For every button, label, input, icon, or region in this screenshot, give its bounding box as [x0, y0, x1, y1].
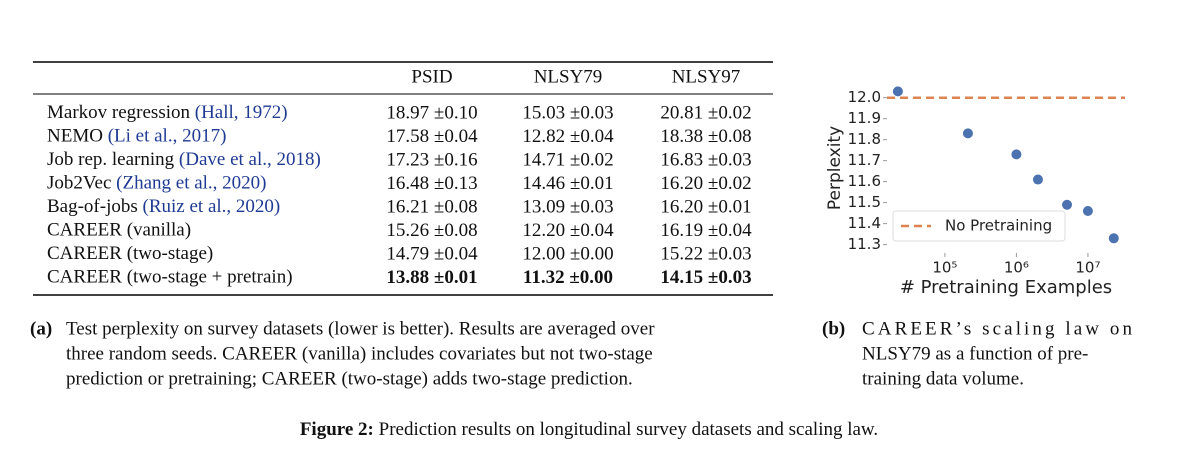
row-label: CAREER (two-stage + pretrain) [47, 267, 293, 288]
row-label: Markov regression (Hall, 1972) [47, 102, 288, 123]
method-name: CAREER (vanilla) [47, 220, 191, 241]
cell: 16.19 ±0.04 [660, 220, 752, 241]
caption-line: training data volume. [862, 368, 1024, 389]
caption-line: Test perplexity on survey datasets (lowe… [66, 318, 655, 339]
y-axis-label: Perplexity [825, 126, 845, 210]
cell: 16.21 ±0.08 [386, 196, 477, 217]
y-tick-label: 11.7 [848, 151, 881, 169]
citation: (Zhang et al., 2020) [116, 173, 266, 194]
row-label: NEMO (Li et al., 2017) [47, 126, 226, 147]
cell: 15.22 ±0.03 [660, 243, 751, 264]
figure-caption: Figure 2: Prediction results on longitud… [300, 419, 878, 440]
point [892, 86, 903, 97]
method-name: Bag-of-jobs [47, 196, 138, 217]
cell: 13.09 ±0.03 [522, 196, 613, 217]
x-tick-label: 10⁷ [1075, 259, 1100, 277]
figure-label: Figure 2: [300, 419, 374, 440]
y-tick-label: 11.3 [848, 235, 881, 253]
column-header: NLSY97 [672, 66, 741, 87]
cell: 14.15 ±0.03 [660, 267, 751, 288]
x-axis-label: # Pretraining Examples [900, 277, 1112, 298]
cell: 16.48 ±0.13 [386, 173, 477, 194]
point [1082, 206, 1093, 217]
y-tick-label: 11.8 [848, 130, 881, 148]
cell: 16.20 ±0.02 [660, 173, 751, 194]
point [1032, 174, 1043, 185]
cell: 17.23 ±0.16 [386, 149, 477, 170]
x-tick-label: 10⁵ [932, 259, 957, 277]
method-name: Job2Vec [47, 173, 111, 194]
row-label: Bag-of-jobs (Ruiz et al., 2020) [47, 196, 280, 217]
method-name: CAREER (two-stage) [47, 243, 213, 264]
column-header: NLSY79 [534, 66, 603, 87]
method-name: CAREER (two-stage + pretrain) [47, 267, 293, 288]
cell: 12.20 ±0.04 [522, 220, 614, 241]
caption-label: (a) [30, 318, 52, 339]
cell: 15.03 ±0.03 [522, 102, 613, 123]
caption-line: prediction or pretraining; CAREER (two-s… [66, 368, 633, 389]
method-name: NEMO [47, 126, 103, 147]
caption-label: (b) [822, 318, 845, 339]
row-label: CAREER (vanilla) [47, 220, 191, 241]
citation: (Ruiz et al., 2020) [143, 196, 281, 217]
y-tick-label: 11.6 [848, 172, 881, 190]
cell: 16.83 ±0.03 [660, 149, 751, 170]
x-tick-label: 10⁶ [1004, 259, 1029, 277]
y-tick-label: 12.0 [848, 88, 881, 106]
y-tick-label: 11.5 [848, 193, 881, 211]
cell: 11.32 ±0.00 [523, 267, 613, 288]
caption-line: three random seeds. CAREER (vanilla) inc… [66, 343, 653, 364]
method-name: Job rep. learning [47, 149, 175, 170]
cell: 12.00 ±0.00 [522, 243, 613, 264]
cell: 18.38 ±0.08 [660, 126, 751, 147]
cell: 15.26 ±0.08 [386, 220, 477, 241]
method-name: Markov regression [47, 102, 190, 123]
caption-line: NLSY79 as a function of pre- [862, 343, 1088, 364]
row-label: Job rep. learning (Dave et al., 2018) [47, 149, 321, 170]
cell: 14.79 ±0.04 [386, 243, 478, 264]
column-header: PSID [411, 66, 452, 87]
point [1062, 199, 1073, 210]
cell: 16.20 ±0.01 [660, 196, 751, 217]
cell: 12.82 ±0.04 [522, 126, 614, 147]
point [962, 128, 973, 139]
y-tick-label: 11.9 [848, 109, 881, 127]
cell: 14.71 ±0.02 [522, 149, 613, 170]
cell: 14.46 ±0.01 [522, 173, 613, 194]
cell: 13.88 ±0.01 [386, 267, 477, 288]
y-tick-label: 11.4 [848, 214, 881, 232]
figure-text: Prediction results on longitudinal surve… [379, 419, 879, 440]
row-label: CAREER (two-stage) [47, 243, 213, 264]
legend-box [892, 210, 1066, 242]
citation: (Dave et al., 2018) [179, 149, 321, 170]
row-label: Job2Vec (Zhang et al., 2020) [47, 173, 267, 194]
caption-line: CAREER’s scaling law on [862, 318, 1133, 339]
point [1011, 149, 1022, 160]
cell: 17.58 ±0.04 [386, 126, 478, 147]
cell: 18.97 ±0.10 [386, 102, 477, 123]
point [1108, 233, 1119, 244]
legend-label: No Pretraining [945, 217, 1052, 235]
citation: (Li et al., 2017) [108, 126, 227, 147]
citation: (Hall, 1972) [195, 102, 288, 123]
cell: 20.81 ±0.02 [660, 102, 751, 123]
